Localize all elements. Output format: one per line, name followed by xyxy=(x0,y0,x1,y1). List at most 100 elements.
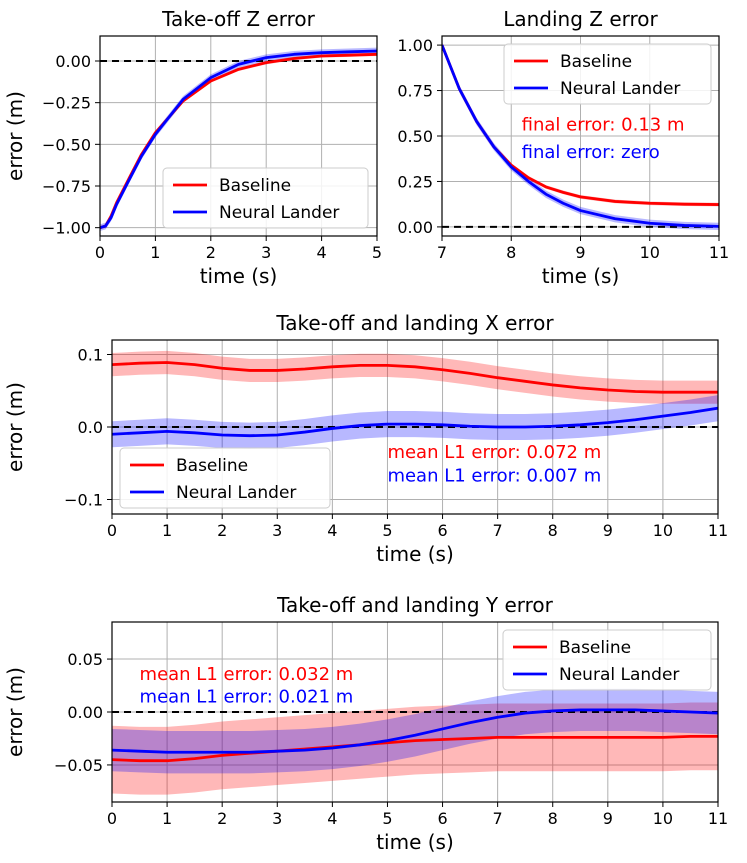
band-baseline xyxy=(112,350,718,404)
plot-area xyxy=(100,47,377,231)
y-axis-label: error (m) xyxy=(3,91,27,181)
x-tick-label: 10 xyxy=(640,243,660,262)
series-line-neural-lander xyxy=(112,708,718,754)
y-tick-label: −0.50 xyxy=(42,135,91,154)
x-tick-label: 9 xyxy=(603,809,613,828)
chart-z-takeoff: 0 1 2 3 4 5 0.00 −0.25 −0.50 −0.75 −1.00 Take-off Z… xyxy=(3,7,382,288)
series-line-neural-lander xyxy=(100,49,377,230)
plot-area xyxy=(442,41,719,231)
series-line-baseline xyxy=(112,734,718,763)
legend-label: Baseline xyxy=(219,176,291,196)
legend-label: Baseline xyxy=(176,456,248,476)
x-tick-label: 4 xyxy=(327,809,337,828)
y-axis-label: error (m) xyxy=(3,667,27,757)
y-tick-label: −0.75 xyxy=(42,177,91,196)
series-line-neural-lander xyxy=(442,44,719,228)
y-tick-label: −0.25 xyxy=(42,94,91,113)
x-tick-label: 5 xyxy=(382,521,392,540)
annotation-neural: mean L1 error: 0.007 m xyxy=(387,465,601,486)
legend-label: Neural Lander xyxy=(559,665,679,685)
x-tick-label: 1 xyxy=(162,809,172,828)
y-tick-label: 0.00 xyxy=(67,703,103,722)
chart-y-error: 0 1 2 3 4 5 6 7 8 9 10 11 0.05 0.00 −0.05 Take-off and … xyxy=(3,593,728,854)
axes-frame xyxy=(99,35,378,237)
y-tick-label: 0.05 xyxy=(67,650,103,669)
annotation-neural: final error: zero xyxy=(522,142,660,163)
x-tick-label: 7 xyxy=(493,521,503,540)
legend-box xyxy=(119,447,331,509)
y-tick-label: −1.00 xyxy=(42,219,91,238)
annotation-baseline: mean L1 error: 0.072 m xyxy=(387,442,601,463)
x-tick-label: 4 xyxy=(317,243,327,262)
x-tick-label: 8 xyxy=(506,243,516,262)
x-tick-label: 0 xyxy=(107,809,117,828)
series-line-neural-lander xyxy=(112,406,718,438)
legend: Baseline Neural Lander xyxy=(502,629,712,691)
y-tick-label: 0.75 xyxy=(397,82,433,101)
x-tick-label: 10 xyxy=(653,521,673,540)
x-axis-label: time (s) xyxy=(542,264,620,288)
x-tick-label: 0 xyxy=(95,243,105,262)
chart-x-error: 0 1 2 3 4 5 6 7 8 9 10 11 0.1 0.0 −0.1 Take-off and lan… xyxy=(3,311,728,566)
x-tick-label: 5 xyxy=(372,243,382,262)
x-tick-label: 2 xyxy=(217,521,227,540)
y-tick-label: 0.00 xyxy=(397,218,433,237)
y-tick-label: −0.05 xyxy=(54,756,103,775)
annotation-baseline: mean L1 error: 0.032 m xyxy=(140,664,354,685)
plot-area xyxy=(112,350,718,449)
x-tick-label: 8 xyxy=(548,521,558,540)
x-tick-label: 7 xyxy=(437,243,447,262)
y-tick-label: 0.50 xyxy=(397,127,433,146)
x-tick-label: 6 xyxy=(437,809,447,828)
x-tick-label: 11 xyxy=(709,243,729,262)
x-tick-label: 6 xyxy=(437,521,447,540)
x-tick-label: 3 xyxy=(272,809,282,828)
y-tick-label: 0.1 xyxy=(78,346,103,365)
legend: Baseline Neural Lander xyxy=(162,167,369,229)
x-tick-label: 1 xyxy=(150,243,160,262)
legend-label: Baseline xyxy=(560,52,632,72)
chart-title: Take-off Z error xyxy=(161,7,316,31)
x-tick-label: 4 xyxy=(327,521,337,540)
legend-box xyxy=(503,43,712,105)
x-tick-label: 2 xyxy=(206,243,216,262)
y-tick-label: 0.0 xyxy=(78,418,103,437)
legend-label: Baseline xyxy=(559,638,631,658)
x-axis-label: time (s) xyxy=(200,264,278,288)
x-tick-label: 5 xyxy=(382,809,392,828)
x-tick-label: 9 xyxy=(575,243,585,262)
x-tick-label: 1 xyxy=(162,521,172,540)
chart-title: Landing Z error xyxy=(503,7,658,31)
y-tick-label: 0.00 xyxy=(55,52,91,71)
legend: Baseline Neural Lander xyxy=(503,43,712,105)
y-axis-label: error (m) xyxy=(3,382,27,472)
chart-title: Take-off and landing X error xyxy=(275,311,554,335)
series-line-baseline xyxy=(112,361,718,394)
band-baseline xyxy=(112,702,718,795)
annotation-baseline: final error: 0.13 m xyxy=(522,115,685,136)
legend-label: Neural Lander xyxy=(176,483,296,503)
x-tick-label: 9 xyxy=(603,521,613,540)
legend-box xyxy=(162,167,369,229)
plot-area xyxy=(112,688,718,795)
chart-title: Take-off and landing Y error xyxy=(276,593,554,617)
chart-z-landing: 7 8 9 10 11 0.00 0.25 0.50 0.75 1.00 Landing Z err… xyxy=(397,7,729,288)
annotation-neural: mean L1 error: 0.021 m xyxy=(140,686,354,707)
y-tick-label: 0.25 xyxy=(397,172,433,191)
y-tick-label: −0.1 xyxy=(64,491,103,510)
legend-label: Neural Lander xyxy=(219,203,339,223)
legend: Baseline Neural Lander xyxy=(119,447,331,509)
x-tick-label: 0 xyxy=(107,521,117,540)
x-axis-label: time (s) xyxy=(376,830,454,854)
x-tick-label: 7 xyxy=(493,809,503,828)
y-tick-label: 1.00 xyxy=(397,36,433,55)
legend-box xyxy=(502,629,712,691)
x-tick-label: 10 xyxy=(653,809,673,828)
x-tick-label: 8 xyxy=(548,809,558,828)
x-tick-label: 3 xyxy=(272,521,282,540)
x-axis-label: time (s) xyxy=(376,542,454,566)
x-tick-label: 2 xyxy=(217,809,227,828)
x-tick-label: 3 xyxy=(261,243,271,262)
x-tick-label: 11 xyxy=(708,521,728,540)
